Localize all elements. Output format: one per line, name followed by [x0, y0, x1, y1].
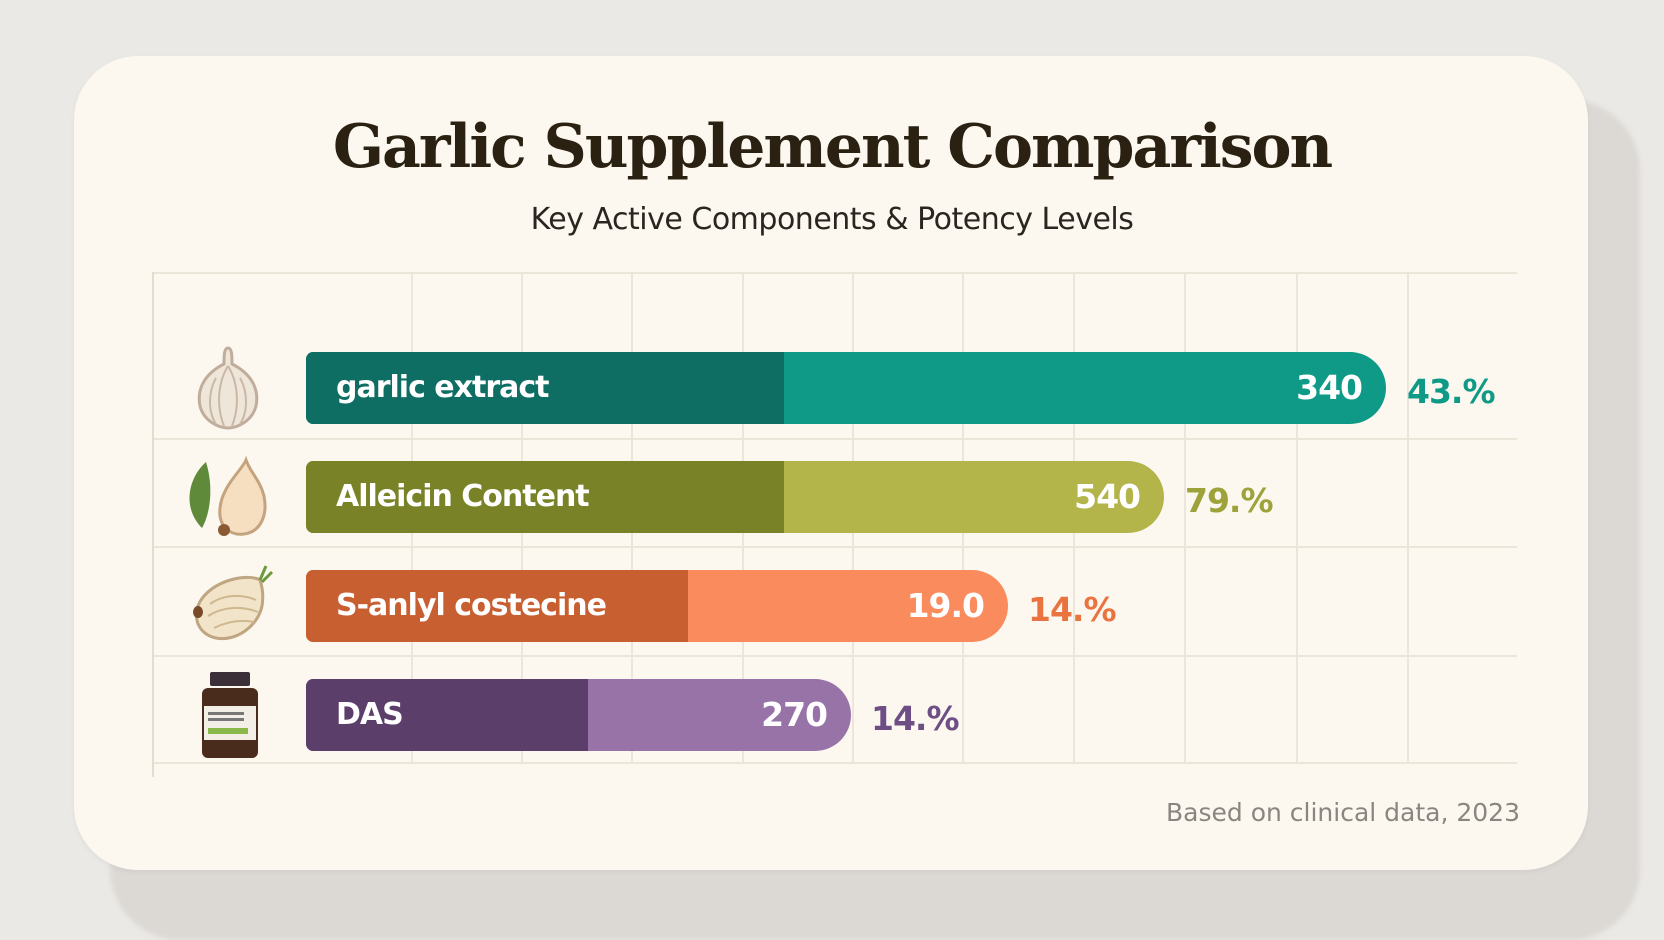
grid-line-vertical [1407, 272, 1409, 762]
bar-segment-dark [306, 679, 588, 751]
bar-garlic-extract: garlic extract 340 [306, 352, 1386, 424]
bar-label: S-anlyl costecine [336, 588, 607, 623]
percent-label: 43.% [1407, 372, 1496, 411]
percent-label: 79.% [1185, 481, 1274, 520]
bar-value: 540 [1074, 477, 1141, 516]
percent-label: 14.% [871, 699, 960, 738]
chart-subtitle: Key Active Components & Potency Levels [530, 202, 1134, 237]
grid-line-vertical [1296, 272, 1298, 762]
y-axis-line [152, 272, 154, 777]
grid-line-horizontal [152, 546, 1517, 548]
bar-value: 340 [1296, 368, 1363, 407]
bar-segment-dark [306, 352, 784, 424]
supplement-bottle-icon [180, 670, 276, 760]
bar-das: DAS 270 [306, 679, 851, 751]
grid-line-horizontal [152, 762, 1517, 764]
grid-line-horizontal [152, 655, 1517, 657]
garlic-clove-leaf-icon [180, 452, 276, 542]
bar-value: 270 [761, 695, 828, 734]
grid-line-horizontal [152, 272, 1517, 274]
footnote: Based on clinical data, 2023 [1166, 798, 1520, 827]
onion-icon [180, 560, 276, 650]
bar-segment-dark [306, 570, 688, 642]
grid-line-horizontal [152, 438, 1517, 440]
percent-label: 14.% [1028, 590, 1117, 629]
bar-label: DAS [336, 697, 404, 732]
bar-label: Alleicin Content [336, 479, 590, 514]
bar-alleicin-content: Alleicin Content 540 [306, 461, 1164, 533]
garlic-bulb-icon [180, 342, 276, 432]
bar-segment-dark [306, 461, 784, 533]
bar-value: 19.0 [906, 586, 985, 625]
bar-label: garlic extract [336, 370, 550, 405]
bar-s-anlyl-costecine: S-anlyl costecine 19.0 [306, 570, 1008, 642]
grid-line-vertical [1184, 272, 1186, 762]
chart-title: Garlic Supplement Comparison [332, 112, 1333, 182]
